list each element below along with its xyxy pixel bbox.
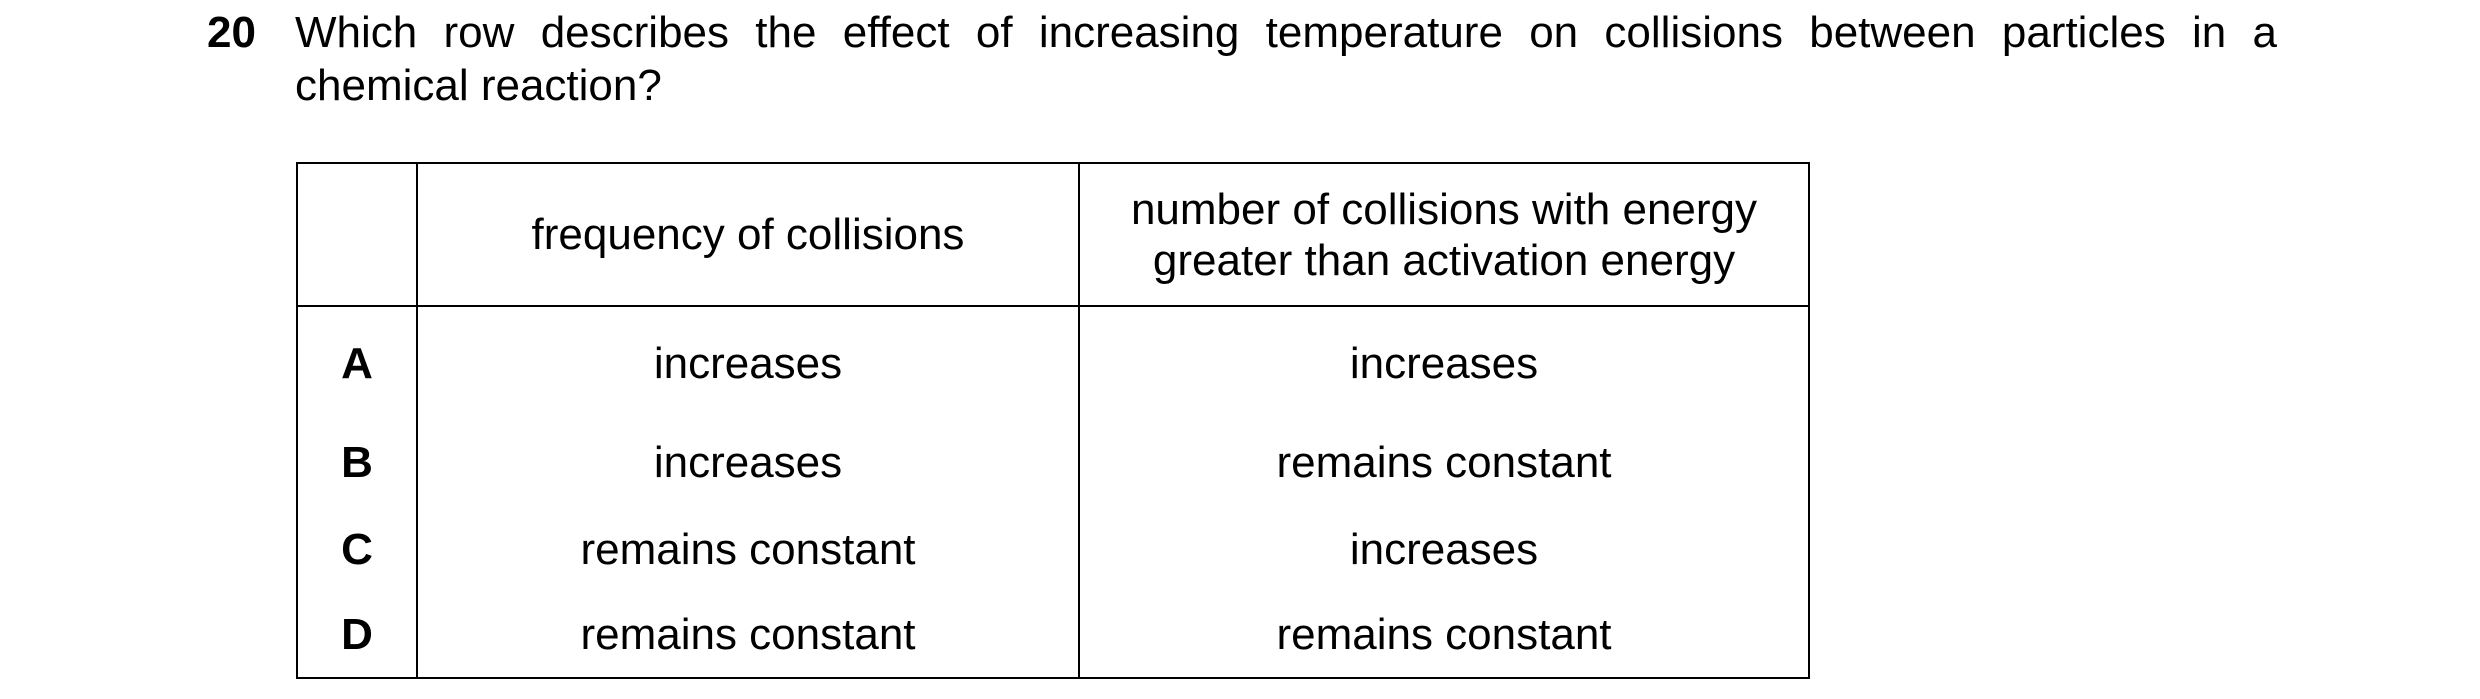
header-frequency: frequency of collisions — [416, 162, 1080, 307]
question-text: Which row describes the effect of increa… — [295, 8, 2277, 110]
question-number: 20 — [207, 8, 256, 57]
energetic-collisions-cell: increases — [1078, 506, 1810, 593]
table-row: B increases remains constant — [296, 419, 1810, 506]
frequency-cell: remains constant — [416, 506, 1080, 593]
frequency-cell: increases — [416, 306, 1080, 419]
header-energetic-collisions: number of collisions with energy greater… — [1078, 162, 1810, 307]
table-row: C remains constant increases — [296, 506, 1810, 593]
energetic-collisions-cell: remains constant — [1078, 419, 1810, 506]
header-option — [296, 162, 418, 307]
table-header-row: frequency of collisions number of collis… — [296, 162, 1810, 307]
option-letter: B — [296, 419, 418, 506]
table-row: A increases increases — [296, 306, 1810, 419]
frequency-cell: remains constant — [416, 593, 1080, 679]
option-letter: C — [296, 506, 418, 593]
answer-table: frequency of collisions number of collis… — [296, 162, 1810, 679]
energetic-collisions-cell: increases — [1078, 306, 1810, 419]
energetic-collisions-cell: remains constant — [1078, 593, 1810, 679]
option-letter: D — [296, 593, 418, 679]
option-letter: A — [296, 306, 418, 419]
table-row: D remains constant remains constant — [296, 593, 1810, 679]
frequency-cell: increases — [416, 419, 1080, 506]
